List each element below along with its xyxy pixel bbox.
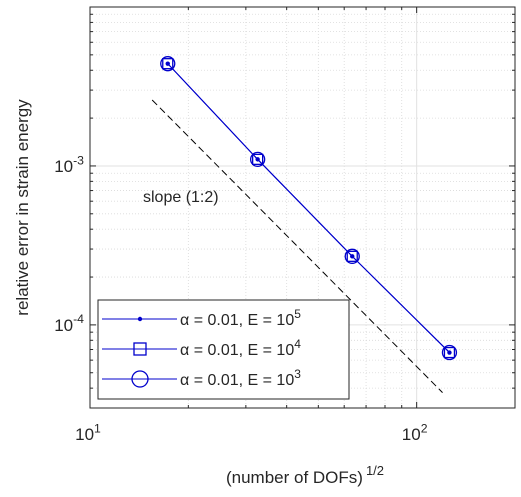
x-axis-label: (number of DOFs) 1/2 bbox=[226, 463, 384, 487]
series-point-square bbox=[251, 153, 264, 166]
series-point-dot bbox=[255, 157, 260, 162]
legend-marker-circle bbox=[131, 370, 149, 388]
legend-label-exp: 4 bbox=[294, 337, 301, 351]
legend-label-1: α = 0.01, E = 104 bbox=[180, 337, 301, 359]
legend-label-text: α = 0.01, E = 10 bbox=[180, 372, 294, 389]
plot-frame bbox=[89, 6, 516, 409]
legend-marker-dot bbox=[137, 316, 143, 322]
series-point-circle bbox=[160, 56, 176, 72]
y-tick-label-exp: -4 bbox=[73, 312, 84, 326]
series-point-square bbox=[443, 346, 456, 359]
y-axis-label: relative error in strain energy bbox=[13, 99, 32, 316]
x-tick-label-base: 10 bbox=[402, 425, 421, 444]
legend-label-text: α = 0.01, E = 10 bbox=[180, 312, 294, 329]
series-point-square bbox=[346, 250, 358, 262]
series-point-dot bbox=[165, 61, 170, 66]
x-tick-label-base: 10 bbox=[75, 425, 94, 444]
series-point-circle bbox=[344, 248, 360, 264]
x-tick-label-exp: 2 bbox=[421, 421, 428, 435]
y-tick-label-base: 10 bbox=[54, 316, 73, 335]
reference-slope-line bbox=[151, 99, 443, 393]
series-point-dot bbox=[447, 350, 452, 355]
legend-label-2: α = 0.01, E = 103 bbox=[180, 367, 301, 389]
series-line-2 bbox=[167, 63, 450, 353]
legend-label-exp: 5 bbox=[294, 307, 301, 321]
y-tick-label-exp: -3 bbox=[73, 153, 84, 167]
series-point-square bbox=[162, 58, 174, 70]
series-group bbox=[160, 56, 458, 361]
x-tick-label: 101 bbox=[75, 421, 101, 444]
series-point-dot bbox=[350, 254, 355, 259]
x-axis-label-text: (number of DOFs) bbox=[226, 468, 363, 487]
x-axis-label-sup: 1/2 bbox=[366, 463, 384, 478]
y-tick-label-base: 10 bbox=[54, 157, 73, 176]
legend-marker-square bbox=[133, 342, 147, 356]
x-tick-label-exp: 1 bbox=[94, 421, 101, 435]
reference-line-group: slope (1:2) bbox=[143, 99, 443, 393]
y-tick-label: 10-4 bbox=[54, 312, 84, 335]
reference-slope-label: slope (1:2) bbox=[143, 189, 219, 206]
series-point-circle bbox=[441, 344, 458, 361]
series-point-circle bbox=[249, 151, 266, 168]
legend-label-text: α = 0.01, E = 10 bbox=[180, 342, 294, 359]
x-tick-label: 102 bbox=[402, 421, 428, 444]
y-tick-label: 10-3 bbox=[54, 153, 84, 176]
legend-label-exp: 3 bbox=[294, 367, 301, 381]
legend-label-0: α = 0.01, E = 105 bbox=[180, 307, 301, 329]
axis-ticks bbox=[89, 7, 515, 409]
